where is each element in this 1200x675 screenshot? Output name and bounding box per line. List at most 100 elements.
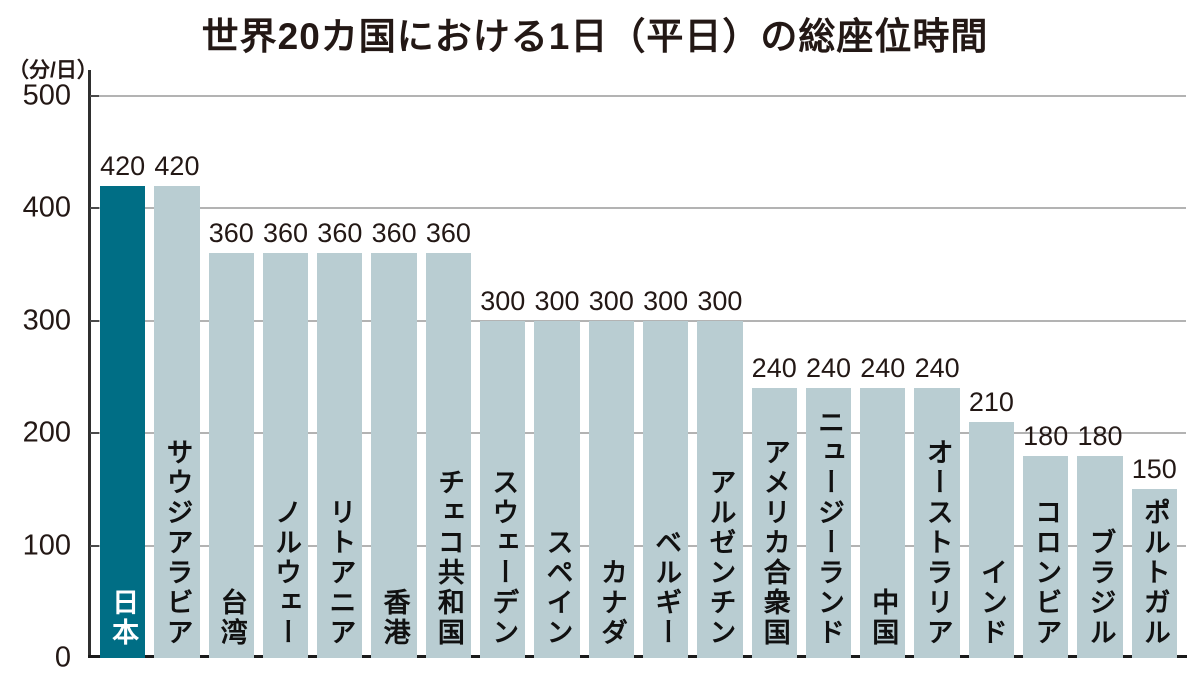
y-tick-label-400: 400 bbox=[22, 191, 71, 224]
bar-value-label: 300 bbox=[588, 285, 634, 316]
bar-value-label: 150 bbox=[1131, 454, 1177, 485]
chart-title: 世界20カ国における1日（平日）の総座位時間 bbox=[201, 16, 989, 57]
bar-value-label: 240 bbox=[860, 353, 906, 384]
bar-value-label: 240 bbox=[914, 353, 960, 384]
bar-country-label: 香港 bbox=[379, 588, 410, 648]
bar-コロンビア: コロンビア bbox=[1023, 455, 1069, 658]
bar-ブラジル: ブラジル bbox=[1077, 455, 1123, 658]
gridline-400 bbox=[90, 207, 1186, 210]
y-tick-label-200: 200 bbox=[22, 416, 71, 449]
bar-country-label: チェコ共和国 bbox=[433, 468, 464, 648]
bar-country-label: ベルギー bbox=[651, 528, 682, 648]
bar-column: 240 アメリカ合衆国 bbox=[751, 96, 797, 658]
bar-value-label: 240 bbox=[805, 353, 852, 384]
bar-country-label: アメリカ合衆国 bbox=[759, 438, 790, 648]
bar-country-label: 中国 bbox=[868, 588, 899, 648]
gridline-500 bbox=[90, 95, 1186, 97]
y-tick-mark-400 bbox=[90, 207, 99, 210]
bar-アメリカ合衆国: アメリカ合衆国 bbox=[751, 388, 797, 658]
bar-ベルギー: ベルギー bbox=[642, 320, 689, 658]
bar-column: 360 チェコ共和国 bbox=[425, 96, 472, 658]
bar-column: 180 コロンビア bbox=[1023, 96, 1069, 658]
bar-カナダ: カナダ bbox=[588, 320, 634, 658]
bar-value-label: 360 bbox=[317, 218, 363, 249]
bar-value-label: 420 bbox=[154, 150, 200, 181]
bar-リトアニア: リトアニア bbox=[317, 253, 363, 658]
bar-country-label: ノルウェー bbox=[271, 498, 302, 648]
bar-オーストラリア: オーストラリア bbox=[914, 388, 960, 658]
bar-value-label: 300 bbox=[480, 285, 526, 316]
bar-country-label: スペイン bbox=[542, 528, 573, 648]
bar-country-label: カナダ bbox=[596, 558, 627, 648]
bar-チェコ共和国: チェコ共和国 bbox=[425, 253, 472, 658]
bar-ポルトガル: ポルトガル bbox=[1131, 489, 1177, 658]
bar-country-label: 台湾 bbox=[216, 588, 247, 648]
bar-column: 300 スウェーデン bbox=[480, 96, 526, 658]
bar-ニュージーランド: ニュージーランド bbox=[805, 388, 852, 658]
gridline-200 bbox=[90, 432, 1186, 435]
y-tick-mark-100 bbox=[90, 544, 99, 547]
bar-value-label: 300 bbox=[697, 285, 743, 316]
bar-column: 360 ノルウェー bbox=[262, 96, 309, 658]
y-tick-mark-200 bbox=[90, 432, 99, 435]
bar-column: 240 中国 bbox=[860, 96, 906, 658]
bar-value-label: 420 bbox=[100, 150, 146, 181]
bar-column: 360 台湾 bbox=[208, 96, 254, 658]
bar-サウジアラビア: サウジアラビア bbox=[154, 185, 200, 658]
bar-value-label: 360 bbox=[371, 218, 417, 249]
chart-plot-area: 420 日本 420 サウジアラビア 360 台湾 360 ノルウェー 360 リトアニア 360 香… bbox=[90, 95, 1186, 658]
y-tick-mark-300 bbox=[90, 319, 99, 322]
bar-column: 300 スペイン bbox=[534, 96, 580, 658]
x-axis-baseline bbox=[88, 655, 1187, 658]
bar-value-label: 360 bbox=[208, 218, 254, 249]
bar-column: 300 アルゼンチン bbox=[697, 96, 743, 658]
gridline-100 bbox=[90, 544, 1186, 547]
bar-country-label: 日本 bbox=[108, 588, 139, 648]
bar-スペイン: スペイン bbox=[534, 320, 580, 658]
bar-日本: 日本 bbox=[100, 185, 146, 658]
y-tick-label-0: 0 bbox=[54, 641, 71, 674]
bar-スウェーデン: スウェーデン bbox=[480, 320, 526, 658]
bar-アルゼンチン: アルゼンチン bbox=[697, 320, 743, 658]
bar-value-label: 180 bbox=[1077, 420, 1123, 451]
bar-country-label: ブラジル bbox=[1085, 528, 1116, 648]
bar-value-label: 240 bbox=[751, 353, 797, 384]
y-tick-label-500: 500 bbox=[22, 79, 71, 112]
bar-value-label: 300 bbox=[534, 285, 580, 316]
bar-country-label: スウェーデン bbox=[488, 468, 519, 648]
y-axis-tick-labels: 500 400 300 200 100 0 bbox=[0, 81, 79, 672]
bar-column: 150 ポルトガル bbox=[1131, 96, 1177, 658]
bar-column: 240 ニュージーランド bbox=[805, 96, 852, 658]
y-tick-label-100: 100 bbox=[22, 529, 71, 562]
bar-country-label: インド bbox=[976, 558, 1007, 648]
y-axis-unit-label: （分/日） bbox=[8, 59, 98, 82]
bar-column: 240 オーストラリア bbox=[914, 96, 960, 658]
bar-column: 300 カナダ bbox=[588, 96, 634, 658]
bar-country-label: サウジアラビア bbox=[162, 438, 193, 648]
bar-香港: 香港 bbox=[371, 253, 417, 658]
bars-container: 420 日本 420 サウジアラビア 360 台湾 360 ノルウェー 360 リトアニア 360 香… bbox=[90, 96, 1186, 658]
y-tick-label-300: 300 bbox=[22, 304, 71, 337]
bar-column: 420 サウジアラビア bbox=[154, 96, 200, 658]
bar-ノルウェー: ノルウェー bbox=[262, 253, 309, 658]
bar-country-label: オーストラリア bbox=[922, 438, 953, 648]
gridline-300 bbox=[90, 319, 1186, 322]
bar-country-label: アルゼンチン bbox=[705, 468, 736, 648]
bar-value-label: 180 bbox=[1023, 420, 1069, 451]
bar-column: 300 ベルギー bbox=[642, 96, 689, 658]
bar-country-label: コロンビア bbox=[1031, 498, 1062, 648]
bar-column: 360 リトアニア bbox=[317, 96, 363, 658]
y-tick-mark-500 bbox=[90, 95, 99, 97]
bar-column: 420 日本 bbox=[100, 96, 146, 658]
bar-column: 360 香港 bbox=[371, 96, 417, 658]
bar-value-label: 300 bbox=[643, 285, 689, 316]
bar-value-label: 360 bbox=[425, 218, 471, 249]
bar-column: 210 インド bbox=[968, 96, 1015, 658]
bar-country-label: ポルトガル bbox=[1139, 498, 1170, 648]
bar-value-label: 210 bbox=[968, 386, 1014, 417]
bar-value-label: 360 bbox=[263, 218, 309, 249]
bar-column: 180 ブラジル bbox=[1077, 96, 1123, 658]
bar-country-label: リトアニア bbox=[325, 498, 356, 648]
bar-country-label: ニュージーランド bbox=[814, 408, 844, 648]
